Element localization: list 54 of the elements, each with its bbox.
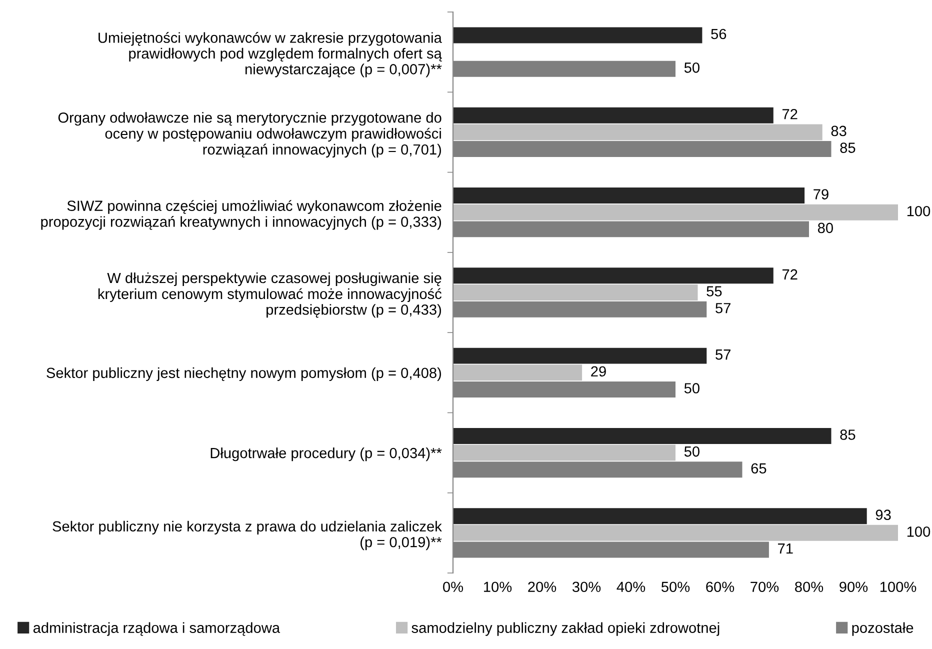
bar bbox=[453, 284, 698, 300]
bar bbox=[453, 27, 702, 44]
bar bbox=[453, 348, 707, 364]
y-tick-label: Sektor publiczny nie korzysta z prawa do udzielania zaliczek (p = 0,019)** bbox=[52, 520, 442, 550]
data-label: 55 bbox=[706, 286, 722, 296]
x-tick-label: 90% bbox=[840, 582, 868, 592]
bar bbox=[453, 444, 676, 461]
bar bbox=[453, 428, 832, 444]
data-label: 93 bbox=[876, 510, 891, 520]
data-label: 72 bbox=[782, 269, 798, 280]
y-tick-label: SIWZ powinna częściej umożliwiać wykonawcom złożenie propozycji rozwiązań kreatywnych i innowacyjnych (p = 0,333) bbox=[41, 200, 442, 230]
y-tick-label: Organy odwoławcze nie są merytorycznie przygotowane do oceny w postępowaniu odwoławczym prawidłowości rozwiązań innowacyjnych (p = 0,701) bbox=[58, 112, 442, 158]
bar bbox=[453, 107, 774, 124]
data-label: 85 bbox=[840, 142, 856, 153]
bar bbox=[453, 508, 867, 524]
legend-label: pozostałe bbox=[852, 622, 914, 636]
data-label: 50 bbox=[684, 383, 700, 394]
x-tick-label: 30% bbox=[572, 582, 601, 592]
data-label: 65 bbox=[751, 463, 766, 474]
bar bbox=[453, 124, 822, 140]
bar bbox=[453, 364, 582, 381]
data-label: 83 bbox=[831, 126, 846, 136]
x-tick-label: 20% bbox=[528, 582, 556, 592]
bar bbox=[453, 268, 774, 284]
x-tick-label: 0% bbox=[443, 582, 464, 592]
data-label: 50 bbox=[684, 62, 700, 73]
data-label: 57 bbox=[716, 350, 730, 360]
y-tick-label: W dłuższej perspektywie czasowej posługiwanie się kryterium cenowym stymulować może innowacyjność przedsiębiorstw (p = 0,433) bbox=[98, 272, 442, 318]
data-label: 50 bbox=[684, 446, 700, 457]
data-label: 72 bbox=[782, 108, 798, 120]
x-tick-label: 80% bbox=[795, 582, 824, 592]
data-label: 100 bbox=[907, 526, 930, 537]
data-label: 71 bbox=[778, 543, 793, 554]
data-label: 56 bbox=[711, 28, 726, 40]
x-tick-label: 50% bbox=[661, 582, 690, 592]
data-label: 85 bbox=[840, 430, 856, 440]
bar bbox=[453, 524, 898, 541]
x-tick-label: 100% bbox=[880, 582, 916, 592]
data-label: 57 bbox=[716, 303, 730, 314]
legend-label: administracja rządowa i samorządowa bbox=[33, 622, 280, 636]
bar bbox=[453, 204, 898, 220]
y-tick-label: Sektor publiczny jest niechętny nowym pomysłom (p = 0,408) bbox=[46, 367, 442, 381]
x-tick-label: 70% bbox=[750, 582, 779, 592]
data-label: 29 bbox=[591, 366, 606, 377]
x-tick-label: 10% bbox=[484, 582, 512, 592]
y-tick-label: Długotrwałe procedury (p = 0,034)** bbox=[210, 448, 442, 462]
x-tick-label: 40% bbox=[616, 582, 646, 592]
data-label: 100 bbox=[907, 206, 930, 216]
legend-label: samodzielny publiczny zakład opieki zdrowotnej bbox=[412, 622, 720, 636]
data-label: 80 bbox=[818, 222, 833, 234]
y-tick-label: Umiejętności wykonawców w zakresie przygotowania prawidłowych pod względem formalnych ofert są niewystarczające (p = 0,007)** bbox=[98, 32, 442, 78]
x-tick-label: 60% bbox=[706, 582, 734, 592]
data-label: 79 bbox=[814, 189, 828, 200]
bar bbox=[453, 188, 805, 204]
